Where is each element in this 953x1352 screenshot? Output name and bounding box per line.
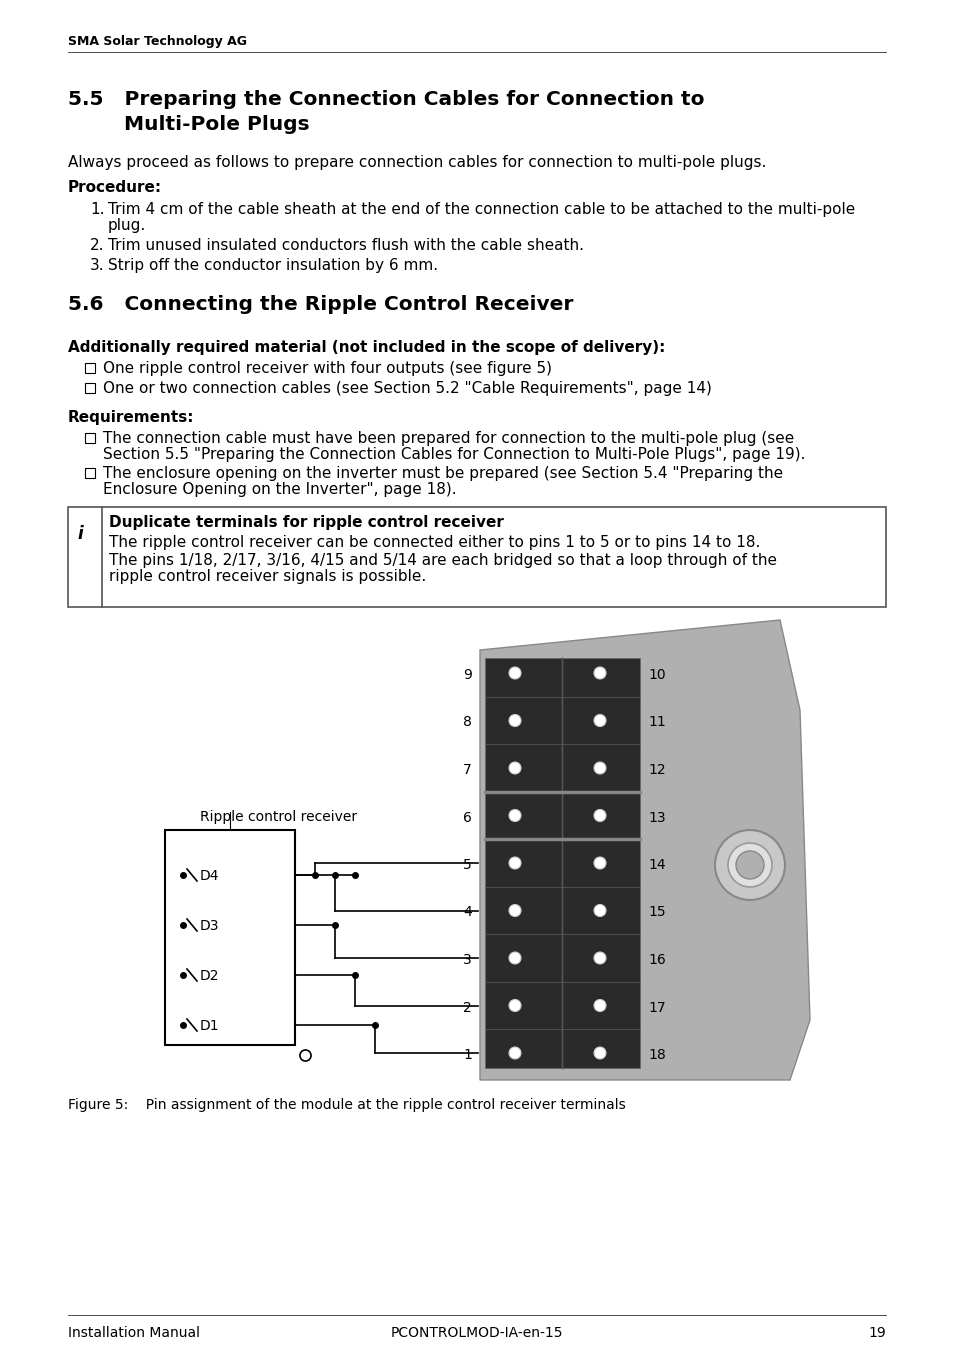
- Text: i: i: [77, 525, 83, 544]
- Text: 3: 3: [463, 953, 472, 967]
- Circle shape: [594, 763, 605, 773]
- Text: One ripple control receiver with four outputs (see figure 5): One ripple control receiver with four ou…: [103, 361, 552, 376]
- Text: Duplicate terminals for ripple control receiver: Duplicate terminals for ripple control r…: [109, 515, 503, 530]
- Text: 18: 18: [647, 1048, 665, 1063]
- Text: 5: 5: [463, 859, 472, 872]
- Circle shape: [714, 830, 784, 900]
- Circle shape: [594, 999, 605, 1011]
- Bar: [85, 433, 95, 443]
- Text: 13: 13: [647, 810, 665, 825]
- Text: Always proceed as follows to prepare connection cables for connection to multi-p: Always proceed as follows to prepare con…: [68, 155, 765, 170]
- Polygon shape: [479, 621, 809, 1080]
- Text: 17: 17: [647, 1000, 665, 1014]
- Text: Figure 5:    Pin assignment of the module at the ripple control receiver termina: Figure 5: Pin assignment of the module a…: [68, 1098, 625, 1111]
- Text: Multi-Pole Plugs: Multi-Pole Plugs: [68, 115, 310, 134]
- Bar: [68, 507, 885, 607]
- Circle shape: [509, 810, 520, 822]
- Circle shape: [594, 1046, 605, 1059]
- Text: 14: 14: [647, 859, 665, 872]
- Text: 1.: 1.: [90, 201, 105, 218]
- Circle shape: [594, 810, 605, 822]
- Text: 7: 7: [463, 763, 472, 777]
- Circle shape: [509, 1046, 520, 1059]
- Text: D4: D4: [200, 869, 219, 883]
- Circle shape: [509, 714, 520, 726]
- Circle shape: [509, 952, 520, 964]
- Bar: [85, 362, 95, 373]
- Text: 6: 6: [462, 810, 472, 825]
- Text: plug.: plug.: [108, 218, 146, 233]
- Text: 10: 10: [647, 668, 665, 681]
- Text: 16: 16: [647, 953, 665, 967]
- Circle shape: [594, 857, 605, 869]
- Text: 15: 15: [647, 906, 665, 919]
- Text: Installation Manual: Installation Manual: [68, 1326, 200, 1340]
- Text: D2: D2: [200, 969, 219, 983]
- Text: SMA Solar Technology AG: SMA Solar Technology AG: [68, 35, 247, 49]
- Text: The connection cable must have been prepared for connection to the multi-pole pl: The connection cable must have been prep…: [103, 431, 794, 446]
- Text: PCONTROLMOD-IA-en-15: PCONTROLMOD-IA-en-15: [391, 1326, 562, 1340]
- Text: Additionally required material (not included in the scope of delivery):: Additionally required material (not incl…: [68, 339, 664, 356]
- Text: 5.6   Connecting the Ripple Control Receiver: 5.6 Connecting the Ripple Control Receiv…: [68, 295, 573, 314]
- Text: The enclosure opening on the inverter must be prepared (see Section 5.4 "Prepari: The enclosure opening on the inverter mu…: [103, 466, 782, 481]
- Circle shape: [594, 952, 605, 964]
- Text: 11: 11: [647, 715, 665, 730]
- Bar: [165, 830, 294, 1045]
- Circle shape: [594, 904, 605, 917]
- Text: The ripple control receiver can be connected either to pins 1 to 5 or to pins 14: The ripple control receiver can be conne…: [109, 535, 760, 550]
- Text: Trim 4 cm of the cable sheath at the end of the connection cable to be attached : Trim 4 cm of the cable sheath at the end…: [108, 201, 854, 218]
- Text: 3.: 3.: [90, 258, 105, 273]
- Text: Procedure:: Procedure:: [68, 180, 162, 195]
- Circle shape: [594, 714, 605, 726]
- Text: The pins 1/18, 2/17, 3/16, 4/15 and 5/14 are each bridged so that a loop through: The pins 1/18, 2/17, 3/16, 4/15 and 5/14…: [109, 553, 776, 568]
- Text: 1: 1: [462, 1048, 472, 1063]
- Text: D3: D3: [200, 919, 219, 933]
- Bar: [85, 468, 95, 479]
- Text: 9: 9: [462, 668, 472, 681]
- Text: Ripple control receiver: Ripple control receiver: [200, 810, 356, 823]
- Text: 2.: 2.: [90, 238, 105, 253]
- Circle shape: [727, 844, 771, 887]
- Text: Trim unused insulated conductors flush with the cable sheath.: Trim unused insulated conductors flush w…: [108, 238, 583, 253]
- Text: Strip off the conductor insulation by 6 mm.: Strip off the conductor insulation by 6 …: [108, 258, 437, 273]
- Text: 19: 19: [867, 1326, 885, 1340]
- Text: D1: D1: [200, 1019, 219, 1033]
- Text: 12: 12: [647, 763, 665, 777]
- Bar: [484, 658, 639, 1068]
- Text: ripple control receiver signals is possible.: ripple control receiver signals is possi…: [109, 569, 426, 584]
- Text: 8: 8: [462, 715, 472, 730]
- Circle shape: [735, 850, 763, 879]
- Text: Enclosure Opening on the Inverter", page 18).: Enclosure Opening on the Inverter", page…: [103, 483, 456, 498]
- Circle shape: [509, 904, 520, 917]
- Text: 2: 2: [463, 1000, 472, 1014]
- Circle shape: [594, 667, 605, 679]
- Circle shape: [509, 763, 520, 773]
- Circle shape: [509, 667, 520, 679]
- Text: 5.5   Preparing the Connection Cables for Connection to: 5.5 Preparing the Connection Cables for …: [68, 91, 703, 110]
- Bar: [85, 383, 95, 393]
- Circle shape: [509, 999, 520, 1011]
- Text: Requirements:: Requirements:: [68, 410, 194, 425]
- Circle shape: [509, 857, 520, 869]
- Text: Section 5.5 "Preparing the Connection Cables for Connection to Multi-Pole Plugs": Section 5.5 "Preparing the Connection Ca…: [103, 448, 804, 462]
- Text: 4: 4: [463, 906, 472, 919]
- Text: One or two connection cables (see Section 5.2 "Cable Requirements", page 14): One or two connection cables (see Sectio…: [103, 381, 711, 396]
